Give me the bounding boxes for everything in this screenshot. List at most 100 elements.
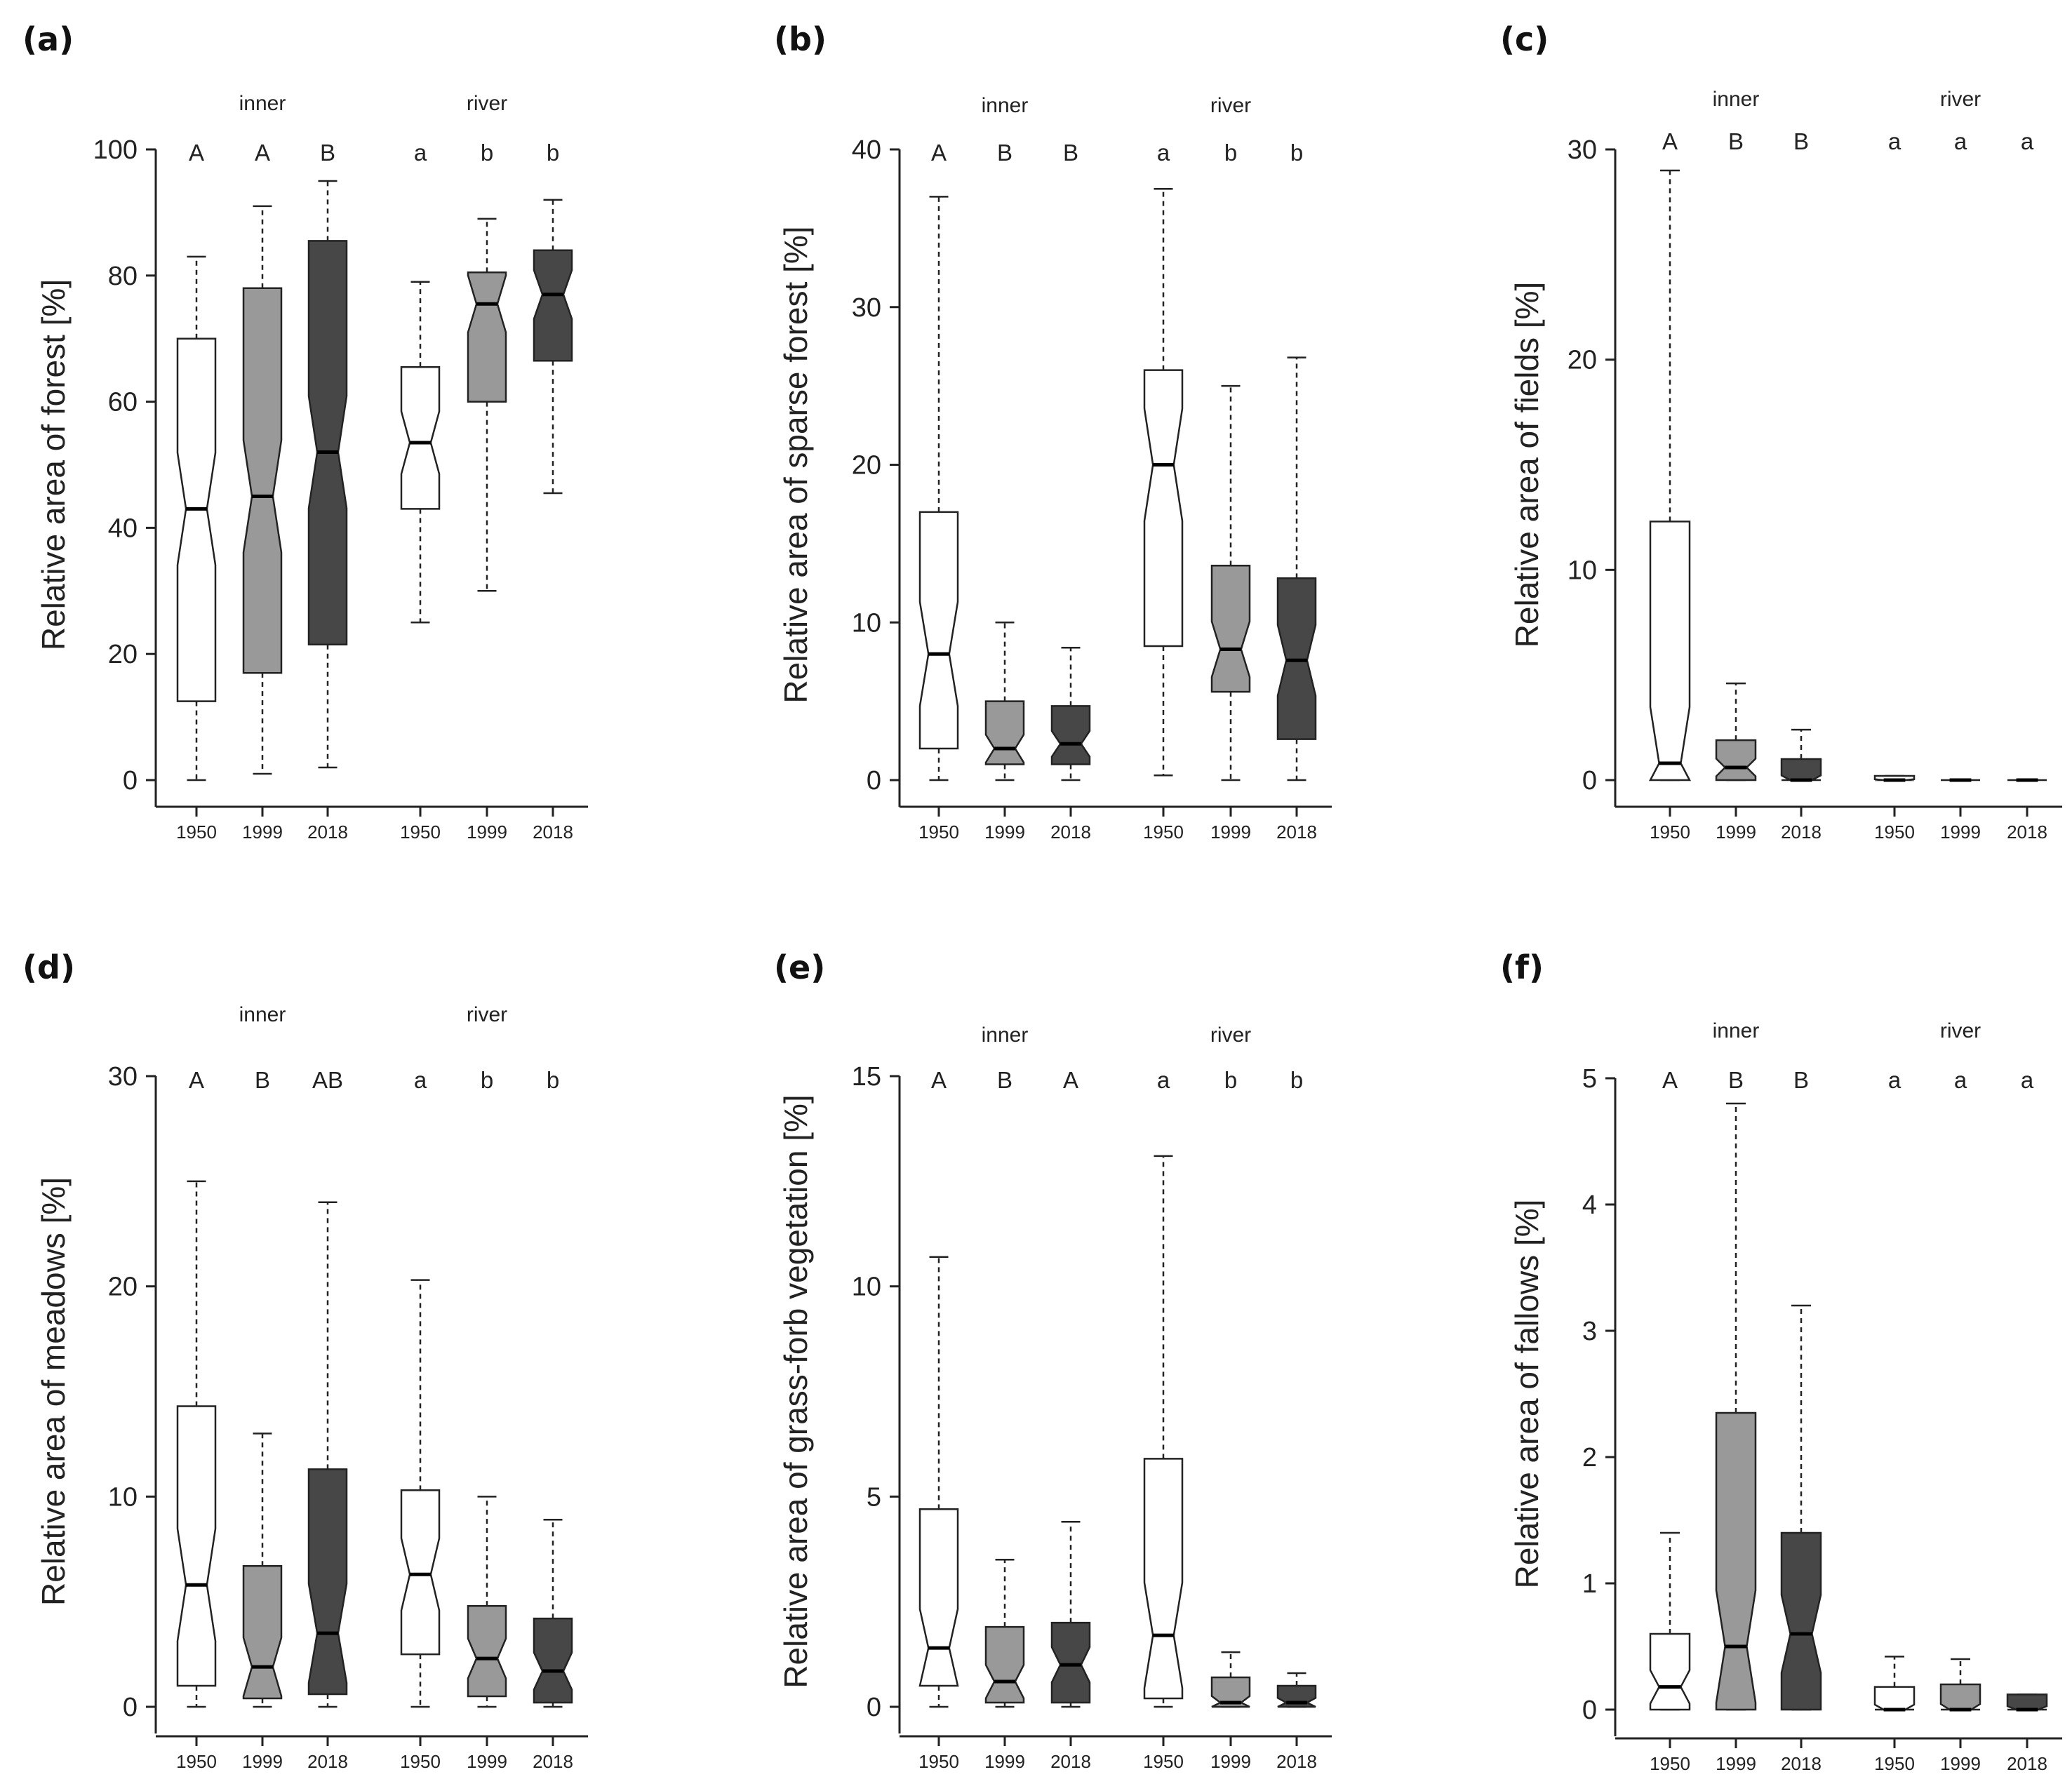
y-tick-label: 0: [867, 1693, 881, 1722]
box-body: [1210, 565, 1251, 693]
box-body: [984, 700, 1025, 765]
box-inner-2018: 2018 B: [1780, 1067, 1822, 1774]
significance-letter: B: [997, 140, 1012, 166]
box-body: [1780, 758, 1822, 782]
x-tick-label: 2018: [1276, 821, 1317, 843]
significance-letter: AB: [312, 1067, 343, 1093]
box-inner-1950: 1950 A: [918, 140, 959, 843]
significance-letter: A: [255, 140, 270, 166]
box-inner-1950: 1950 A: [1649, 1067, 1691, 1774]
significance-letter: a: [414, 140, 427, 166]
y-tick-label: 5: [867, 1482, 881, 1512]
significance-letter: b: [481, 1067, 493, 1093]
y-tick-label: 30: [852, 293, 881, 323]
significance-letter: a: [1157, 140, 1170, 166]
box-body: [307, 1468, 348, 1696]
significance-letter: A: [931, 1067, 947, 1093]
x-tick-label: 2018: [1781, 821, 1822, 843]
box-body: [1210, 1676, 1251, 1708]
panel-label: (d): [22, 948, 75, 986]
box-body: [1873, 1686, 1916, 1711]
y-axis-label: Relative area of meadows [%]: [35, 1177, 72, 1606]
box-river-2018: 2018 a: [2006, 1067, 2048, 1774]
significance-letter: a: [1954, 128, 1967, 154]
y-tick-label: 5: [1582, 1064, 1597, 1094]
box-river-1950: 1950 a: [400, 1067, 441, 1772]
x-tick-label: 1950: [918, 1751, 959, 1772]
x-tick-label: 1950: [1650, 821, 1690, 843]
x-tick-label: 1950: [1874, 1753, 1915, 1774]
x-tick-label: 1999: [1716, 821, 1756, 843]
x-tick-label: 1999: [1210, 821, 1251, 843]
box-river-2018: 2018 b: [1276, 1067, 1317, 1772]
significance-letter: A: [1662, 1067, 1678, 1093]
box-body: [533, 1617, 573, 1704]
box-inner-1950: 1950 A: [1648, 128, 1692, 843]
box-body: [307, 240, 348, 645]
box-body: [1050, 705, 1091, 765]
box-body: [2006, 1693, 2048, 1711]
box-river-2018: 2018 b: [533, 1067, 573, 1772]
box-body: [467, 271, 507, 403]
x-tick-label: 2018: [2007, 1753, 2047, 1774]
y-tick-label: 30: [108, 1062, 138, 1092]
group-label-inner: inner: [239, 92, 286, 115]
y-tick-label: 1: [1582, 1569, 1597, 1599]
box-inner-1999: 1999 B: [1715, 1067, 1757, 1774]
significance-letter: b: [547, 140, 559, 166]
box-river-1999: 1999 b: [467, 1067, 507, 1772]
box-body: [242, 287, 283, 674]
significance-letter: A: [1662, 128, 1678, 154]
panel-d: (d) 0 10 20 30 Relative area of meadows [%] in…: [22, 948, 588, 1772]
group-label-inner: inner: [982, 94, 1029, 117]
significance-letter: b: [547, 1067, 559, 1093]
x-tick-label: 1950: [176, 1751, 217, 1772]
y-axis-label: Relative area of grass-forb vegetation […: [777, 1094, 814, 1688]
x-tick-label: 1999: [1210, 1751, 1251, 1772]
box-river-1950: 1950 a: [400, 140, 441, 843]
y-tick-label: 20: [1568, 346, 1597, 375]
panel-b: (b) 0 10 20 30 40 Relative area of sparse fore…: [774, 20, 1332, 843]
significance-letter: b: [1224, 140, 1237, 166]
significance-letter: A: [189, 1067, 204, 1093]
significance-letter: B: [997, 1067, 1012, 1093]
box-river-1999: 1999 a: [1940, 128, 1981, 843]
box-body: [918, 511, 959, 750]
box-body: [533, 249, 573, 362]
group-label-inner: inner: [1713, 1019, 1760, 1042]
y-tick-label: 10: [108, 1482, 138, 1512]
group-label-inner: inner: [239, 1003, 286, 1026]
significance-letter: A: [189, 140, 204, 166]
box-body: [467, 1604, 507, 1698]
x-tick-label: 1950: [400, 1751, 441, 1772]
x-tick-label: 2018: [2007, 821, 2047, 843]
panel-e: (e) 0 5 10 15 Relative area of grass-forb veg…: [774, 948, 1332, 1772]
y-axis-label: Relative area of sparse forest [%]: [777, 226, 814, 703]
y-tick-label: 0: [123, 766, 138, 796]
box-body: [1648, 521, 1692, 782]
significance-letter: a: [1888, 128, 1901, 154]
x-tick-label: 1999: [242, 821, 283, 843]
box-body: [176, 1405, 217, 1687]
box-inner-1950: 1950 A: [918, 1067, 959, 1772]
box-body: [1780, 1531, 1822, 1711]
y-tick-label: 0: [123, 1693, 138, 1722]
panel-label: (f): [1500, 948, 1544, 986]
group-label-river: river: [1210, 94, 1251, 117]
x-tick-label: 1999: [984, 821, 1025, 843]
significance-letter: b: [1290, 1067, 1303, 1093]
group-label-river: river: [467, 1003, 507, 1026]
y-tick-label: 4: [1582, 1190, 1597, 1220]
box-inner-1999: 1999 B: [242, 1067, 283, 1772]
x-tick-label: 1999: [984, 1751, 1025, 1772]
significance-letter: B: [1728, 1067, 1744, 1093]
significance-letter: B: [320, 140, 335, 166]
significance-letter: A: [1063, 1067, 1078, 1093]
box-river-1950: 1950 a: [1873, 1067, 1916, 1774]
box-body: [1050, 1621, 1091, 1704]
x-tick-label: 1999: [1940, 1753, 1981, 1774]
box-body: [176, 337, 217, 702]
box-inner-2018: 2018 B: [1780, 128, 1822, 843]
box-inner-2018: 2018 B: [1050, 140, 1091, 843]
